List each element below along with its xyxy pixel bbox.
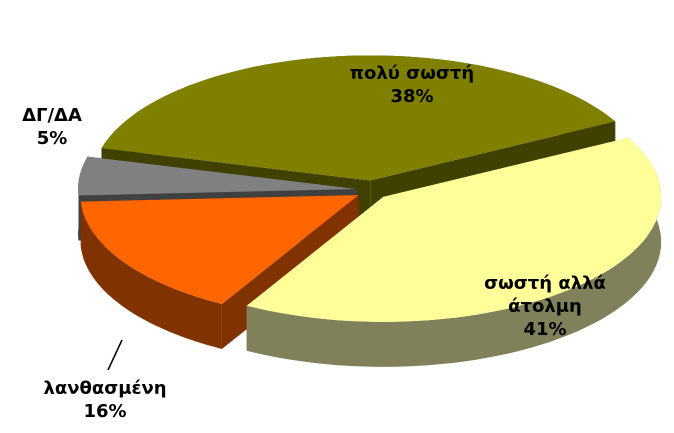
leader-line — [107, 339, 123, 371]
slice-wall — [246, 137, 662, 367]
value-label: 5% — [36, 128, 68, 149]
slice-wall — [80, 201, 222, 349]
slice-label: σωστή αλλά άτολμη 41% — [470, 272, 620, 341]
slice-label: ΔΓ/ΔΑ 5% — [22, 104, 82, 150]
slice — [246, 137, 662, 322]
value-label: 38% — [390, 86, 434, 107]
slice — [101, 55, 616, 181]
category-label: λανθασμένη — [43, 378, 167, 399]
value-label: 41% — [523, 319, 567, 340]
slice-label: λανθασμένη 16% — [43, 377, 166, 423]
category-label: σωστή αλλά άτολμη — [484, 273, 606, 317]
category-label: ΔΓ/ΔΑ — [22, 105, 82, 126]
slice — [78, 156, 357, 196]
category-label: πολύ σωστή — [349, 63, 475, 84]
slice — [80, 195, 359, 304]
slice-label: πολύ σωστή 38% — [350, 62, 474, 108]
value-label: 16% — [83, 401, 127, 422]
